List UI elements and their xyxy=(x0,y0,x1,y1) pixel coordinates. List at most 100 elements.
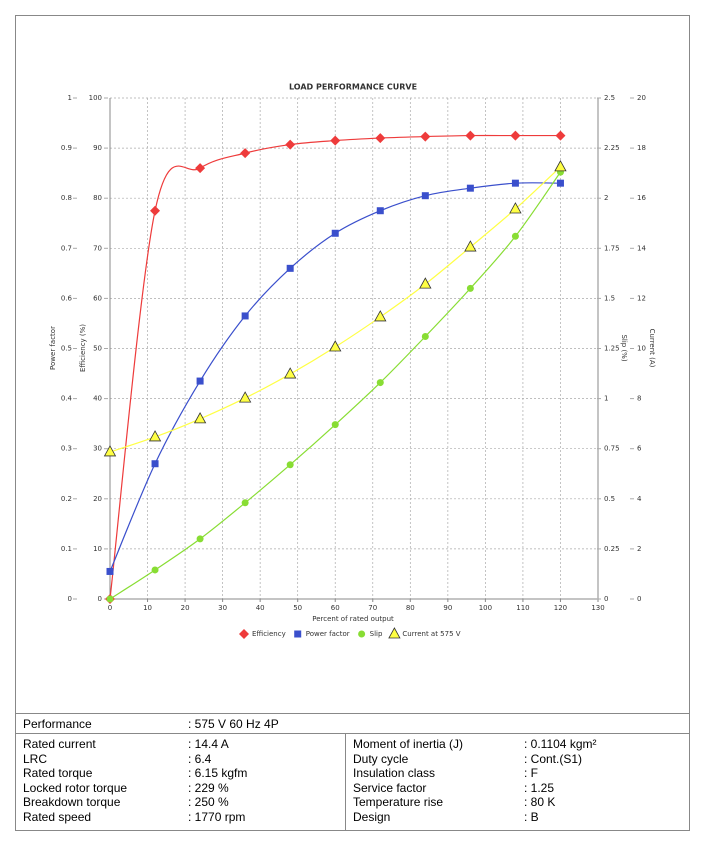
data-point xyxy=(241,312,249,320)
legend-marker xyxy=(239,629,249,639)
y-tick-label: 0.9 xyxy=(61,144,72,152)
data-point xyxy=(286,461,294,469)
data-point xyxy=(196,377,204,385)
data-point xyxy=(331,229,339,237)
y-tick-label: 0.5 xyxy=(61,345,72,353)
data-point xyxy=(420,131,431,142)
data-point xyxy=(195,163,206,174)
table-cell: Moment of inertia (J) xyxy=(353,737,464,751)
y4-tick-label: 18 xyxy=(637,144,646,152)
y2-tick-label: 10 xyxy=(93,545,102,553)
y2-tick-label: 20 xyxy=(93,495,102,503)
y3-tick-label: 0.75 xyxy=(604,445,620,453)
data-point xyxy=(510,130,521,141)
data-point xyxy=(151,460,159,468)
y4-tick-label: 16 xyxy=(637,194,646,202)
table-cell: Design xyxy=(353,809,391,824)
table-divider xyxy=(345,733,346,830)
x-tick-label: 30 xyxy=(218,604,227,612)
legend-marker xyxy=(388,627,401,639)
data-point xyxy=(421,332,429,340)
y2-tick-label: 40 xyxy=(93,395,102,403)
table-cell: Rated current xyxy=(23,737,96,751)
data-point xyxy=(465,130,476,141)
data-point xyxy=(421,192,429,200)
data-point xyxy=(556,179,564,187)
data-point xyxy=(331,421,339,429)
table-cell: : 229 % xyxy=(188,780,229,795)
y3-tick-label: 0 xyxy=(604,595,608,603)
data-point xyxy=(241,499,249,507)
y3-tick-label: 1.75 xyxy=(604,244,620,252)
y-tick-label: 0.2 xyxy=(61,495,72,503)
table-cell: Breakdown torque xyxy=(23,795,121,809)
data-point xyxy=(240,148,251,159)
y2-tick-label: 70 xyxy=(93,244,102,252)
table-cell: Duty cycle xyxy=(353,751,409,766)
data-point xyxy=(150,205,161,216)
legend-marker xyxy=(358,630,366,638)
x-tick-label: 80 xyxy=(406,604,415,612)
data-point xyxy=(466,184,474,192)
y2-tick-label: 30 xyxy=(93,445,102,453)
series-line xyxy=(109,182,561,572)
legend-label: Efficiency xyxy=(252,630,286,638)
y4-tick-label: 12 xyxy=(637,294,646,302)
y2-tick-label: 100 xyxy=(89,94,102,102)
x-tick-label: 40 xyxy=(256,604,265,612)
y4-tick-label: 20 xyxy=(637,94,646,102)
data-point xyxy=(329,340,342,352)
y-tick-label: 0.7 xyxy=(61,244,72,252)
y4-tick-label: 14 xyxy=(637,244,646,252)
y4-tick-label: 0 xyxy=(637,595,641,603)
y4-axis-title: Current (A) xyxy=(648,329,656,368)
y-tick-label: 0.4 xyxy=(61,395,73,403)
legend-label: Slip xyxy=(370,630,383,638)
table-cell: : 0.1104 kgm² xyxy=(524,737,597,751)
x-tick-label: 0 xyxy=(108,604,112,612)
data-point xyxy=(509,202,522,214)
y2-tick-label: 80 xyxy=(93,194,102,202)
y3-tick-label: 0.5 xyxy=(604,495,615,503)
data-point xyxy=(466,284,474,292)
y3-tick-label: 1 xyxy=(604,395,608,403)
x-tick-label: 90 xyxy=(443,604,452,612)
data-point xyxy=(374,310,387,322)
data-point xyxy=(284,367,297,379)
table-cell: : F xyxy=(524,766,538,780)
y2-tick-label: 60 xyxy=(93,294,102,302)
data-point xyxy=(511,179,519,187)
data-point xyxy=(376,207,384,215)
y4-tick-label: 10 xyxy=(637,345,646,353)
data-point xyxy=(285,139,296,150)
x-tick-label: 120 xyxy=(554,604,567,612)
table-cell: : Cont.(S1) xyxy=(524,751,583,766)
y3-tick-label: 1.5 xyxy=(604,294,615,302)
chart: LOAD PERFORMANCE CURVE Percent of rated … xyxy=(49,83,656,639)
y-axis-title: Power factor xyxy=(49,326,57,370)
series-line xyxy=(109,171,561,600)
legend-label: Power factor xyxy=(306,630,350,638)
table-cell: : 575 V 60 Hz 4P xyxy=(188,717,279,731)
legend-label: Current at 575 V xyxy=(402,630,460,638)
legend-marker xyxy=(294,630,302,638)
data-point xyxy=(511,232,519,240)
y-tick-label: 0.8 xyxy=(61,194,72,202)
table-cell: LRC xyxy=(23,751,48,766)
data-point xyxy=(330,135,341,146)
table-rule xyxy=(16,713,689,714)
y2-axis-title: Efficiency (%) xyxy=(79,324,87,372)
table-cell: Locked rotor torque xyxy=(23,780,128,795)
x-tick-label: 100 xyxy=(479,604,492,612)
table-cell: Temperature rise xyxy=(353,795,444,809)
data-point xyxy=(375,133,386,144)
table-cell: : 6.15 kgfm xyxy=(188,766,248,780)
y2-tick-label: 50 xyxy=(93,345,102,353)
data-point xyxy=(196,535,204,543)
data-point xyxy=(555,130,566,141)
table-cell: : 80 K xyxy=(524,795,556,809)
y-tick-label: 0.1 xyxy=(61,545,72,553)
y3-tick-label: 2.25 xyxy=(604,144,620,152)
y-tick-label: 0.3 xyxy=(61,445,72,453)
data-point xyxy=(286,264,294,272)
